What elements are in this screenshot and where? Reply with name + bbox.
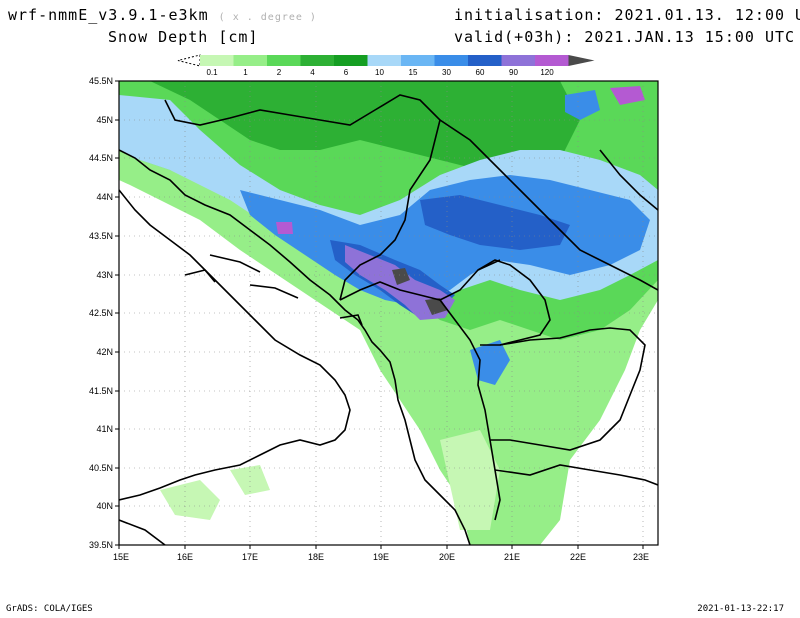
snow-area-purple-w xyxy=(276,222,293,234)
lat-label: 40.5N xyxy=(89,463,113,473)
legend-swatch xyxy=(501,55,535,66)
lon-label: 22E xyxy=(570,552,586,562)
legend-level-label: 90 xyxy=(509,68,518,77)
initialisation-time: initialisation: 2021.01.13. 12:00 UTC xyxy=(454,6,800,24)
legend-level-label: 1 xyxy=(243,68,248,77)
croatia-bih-border xyxy=(164,94,441,301)
lat-label: 44N xyxy=(96,192,113,202)
model-title: wrf-nmmE_v3.9.1-e3km ( x . degree ) xyxy=(8,6,317,24)
lat-label: 45.5N xyxy=(89,76,113,86)
legend-level-label: 2 xyxy=(277,68,282,77)
legend-swatch xyxy=(401,55,435,66)
lat-label: 41.5N xyxy=(89,386,113,396)
lon-label: 16E xyxy=(177,552,193,562)
lat-label: 40N xyxy=(96,501,113,511)
legend-swatch xyxy=(267,55,301,66)
serbia-border xyxy=(439,119,658,291)
snow-area-dark-green xyxy=(150,81,580,175)
legend-max-arrow xyxy=(568,55,595,66)
snow-area-peak-1 xyxy=(392,268,410,285)
legend-level-label: 60 xyxy=(476,68,485,77)
snow-area-blue-south xyxy=(470,340,510,385)
field-title: Snow Depth [cm] xyxy=(108,28,259,46)
lon-label: 19E xyxy=(373,552,389,562)
italy-coast xyxy=(119,189,351,501)
lon-label: 21E xyxy=(504,552,520,562)
italy-south-coast xyxy=(119,519,166,545)
island-3 xyxy=(249,284,299,299)
snow-area-blue xyxy=(240,175,650,305)
lat-label: 43.5N xyxy=(89,231,113,241)
lat-label: 43N xyxy=(96,270,113,280)
legend-swatch xyxy=(434,55,468,66)
legend-level-label: 10 xyxy=(375,68,384,77)
lon-label: 17E xyxy=(242,552,258,562)
legend-level-label: 15 xyxy=(409,68,418,77)
lat-label: 42.5N xyxy=(89,308,113,318)
snow-area-purple-ne xyxy=(610,86,645,105)
snow-area-scatter-1 xyxy=(160,480,220,520)
albania-border xyxy=(439,299,501,521)
legend-swatch xyxy=(300,55,334,66)
snow-area-scatter-2 xyxy=(230,465,270,495)
footer-credit: GrADS: COLA/IGES xyxy=(6,604,93,614)
legend-swatch xyxy=(367,55,401,66)
macedonia-border xyxy=(490,327,646,451)
legend-level-label: 6 xyxy=(344,68,349,77)
units-note: ( x . degree ) xyxy=(218,12,317,23)
bulgaria-border xyxy=(599,149,658,211)
lat-label: 41N xyxy=(96,424,113,434)
legend-swatch xyxy=(535,55,569,66)
snow-area-blue-ne xyxy=(565,90,600,120)
legend-level-label: 4 xyxy=(310,68,315,77)
lon-label: 18E xyxy=(308,552,324,562)
legend-swatch xyxy=(200,55,234,66)
montenegro-border xyxy=(339,259,501,301)
snow-area-scatter-3 xyxy=(440,430,500,530)
footer-timestamp: 2021-01-13-22:17 xyxy=(697,604,784,614)
legend-boxes xyxy=(177,54,595,67)
valid-time: valid(+03h): 2021.JAN.13 15:00 UTC xyxy=(454,28,796,46)
latitude-labels: 45.5N 45N 44.5N 44N 43.5N 43N 42.5N 42N … xyxy=(89,76,113,550)
color-legend: 0.1 1 2 4 6 10 15 30 60 90 120 xyxy=(177,54,595,77)
legend-level-label: 120 xyxy=(540,68,554,77)
island-1 xyxy=(184,269,216,283)
lat-label: 42N xyxy=(96,347,113,357)
kosovo-border xyxy=(477,259,551,346)
legend-swatch xyxy=(334,55,368,66)
longitude-labels: 15E 16E 17E 18E 19E 20E 21E 22E 23E xyxy=(113,552,649,562)
legend-labels: 0.1 1 2 4 6 10 15 30 60 90 120 xyxy=(206,68,554,77)
lat-label: 45N xyxy=(96,115,113,125)
legend-level-label: 30 xyxy=(442,68,451,77)
lat-label: 44.5N xyxy=(89,153,113,163)
lon-label: 23E xyxy=(633,552,649,562)
greece-border xyxy=(494,464,658,486)
island-2 xyxy=(209,254,261,273)
legend-swatch xyxy=(233,55,267,66)
lat-label: 39.5N xyxy=(89,540,113,550)
coastlines-borders xyxy=(119,94,658,545)
lon-label: 15E xyxy=(113,552,129,562)
snow-area-dark-blue-2 xyxy=(420,195,570,250)
model-name: wrf-nmmE_v3.9.1-e3km xyxy=(8,6,209,24)
legend-level-label: 0.1 xyxy=(206,68,218,77)
lon-label: 20E xyxy=(439,552,455,562)
island-4 xyxy=(339,314,363,326)
legend-swatch xyxy=(468,55,502,66)
tick-marks xyxy=(115,80,644,549)
